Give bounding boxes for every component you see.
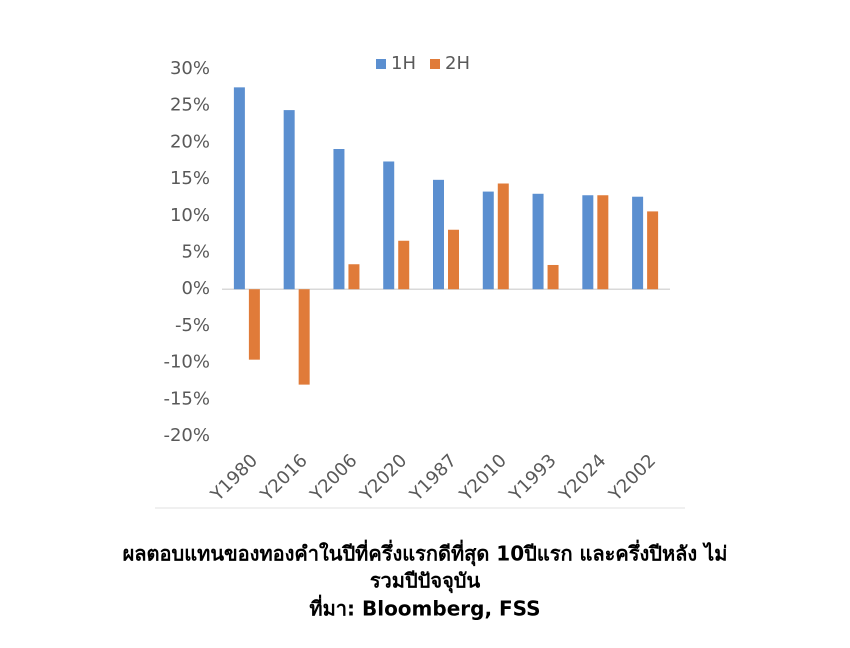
x-tick-label: Y2024 [555,450,611,506]
bar [333,149,345,290]
caption: ผลตอบแทนของทองคำในปีที่ครึ่งแรกดีที่สุด … [123,539,728,567]
x-tick-label: Y2020 [356,450,412,506]
y-tick-label: 10% [170,205,210,226]
y-tick-label: 20% [170,131,210,152]
bar [448,229,459,290]
y-tick-label: -5% [175,315,210,336]
x-tick-label: Y1987 [405,450,461,506]
x-tick-label: Y1993 [505,450,561,506]
bar [532,193,544,290]
caption: รวมปีปัจจุบัน [370,569,481,594]
bar [632,196,644,290]
bar [547,264,559,290]
bar [298,289,310,385]
bar [283,110,295,290]
bar [482,191,494,290]
legend-label: 2H [445,53,470,74]
y-tick-label: -15% [163,388,210,409]
x-tick-label: Y2016 [256,450,312,506]
legend-swatch [376,59,386,69]
y-tick-label: 0% [181,278,210,299]
x-tick-label: Y1980 [206,450,262,506]
x-tick-label: Y2010 [455,450,511,506]
bar [348,264,360,290]
bar [497,183,509,290]
bar [597,195,609,290]
x-tick-label: Y2006 [306,450,362,506]
legend-swatch [430,59,440,69]
bar [248,289,260,360]
y-tick-label: 5% [181,242,210,263]
bar [582,195,594,290]
y-tick-label: -10% [163,352,210,373]
bar [647,211,659,290]
caption: ที่มา: Bloomberg, FSS [309,594,540,621]
bar [233,87,245,290]
y-tick-label: -20% [163,425,210,446]
y-tick-label: 30% [170,58,210,79]
legend-label: 1H [391,53,416,74]
x-tick-label: Y2002 [604,450,660,506]
bar [433,179,444,290]
bar [383,161,395,290]
bar [398,240,410,290]
y-tick-label: 15% [170,168,210,189]
y-tick-label: 25% [170,95,210,116]
